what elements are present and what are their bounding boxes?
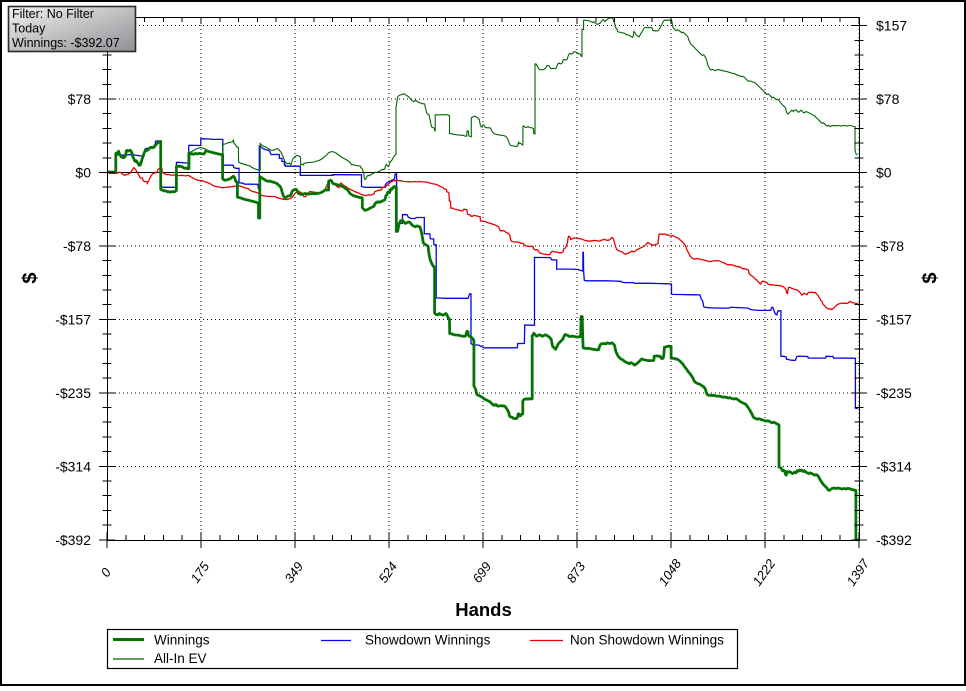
svg-text:$0: $0: [876, 165, 892, 181]
svg-text:Hands: Hands: [455, 599, 512, 620]
svg-text:$157: $157: [876, 18, 907, 34]
svg-text:-$314: -$314: [55, 458, 91, 474]
svg-text:-$314: -$314: [876, 458, 912, 474]
svg-text:$78: $78: [68, 91, 92, 107]
svg-text:$: $: [920, 272, 942, 283]
svg-text:$78: $78: [876, 91, 900, 107]
svg-text:-$392: -$392: [876, 532, 912, 548]
svg-text:-$392: -$392: [55, 532, 91, 548]
svg-text:$0: $0: [75, 165, 91, 181]
svg-text:$: $: [20, 272, 42, 283]
svg-text:Showdown Winnings: Showdown Winnings: [365, 633, 491, 648]
svg-text:-$157: -$157: [55, 311, 91, 327]
svg-text:Filter: No Filter: Filter: No Filter: [12, 7, 94, 21]
svg-text:-$78: -$78: [876, 238, 904, 254]
svg-text:Winnings: -$392.07: Winnings: -$392.07: [12, 36, 120, 50]
svg-text:Winnings: Winnings: [154, 633, 210, 648]
svg-text:All-In EV: All-In EV: [154, 651, 207, 666]
svg-text:-$235: -$235: [55, 385, 91, 401]
svg-text:-$157: -$157: [876, 311, 912, 327]
svg-text:Non Showdown Winnings: Non Showdown Winnings: [570, 633, 724, 648]
svg-text:-$78: -$78: [63, 238, 91, 254]
svg-text:-$235: -$235: [876, 385, 912, 401]
svg-text:Today: Today: [12, 22, 46, 36]
